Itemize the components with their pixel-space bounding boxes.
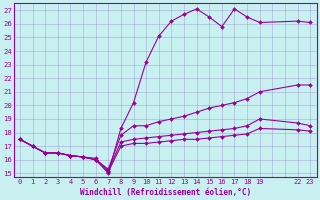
X-axis label: Windchill (Refroidissement éolien,°C): Windchill (Refroidissement éolien,°C) (79, 188, 251, 197)
